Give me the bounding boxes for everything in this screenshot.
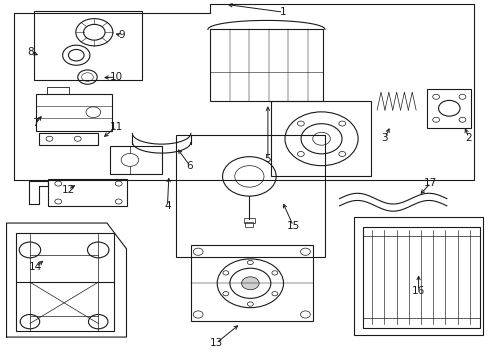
Text: 16: 16 xyxy=(411,286,425,296)
Bar xyxy=(245,222,253,226)
Text: 11: 11 xyxy=(109,122,122,132)
Bar xyxy=(36,94,112,131)
Text: 7: 7 xyxy=(32,118,39,128)
Bar xyxy=(190,245,312,320)
Bar xyxy=(353,217,483,335)
Bar xyxy=(110,146,161,174)
Text: 8: 8 xyxy=(27,47,34,57)
Text: 3: 3 xyxy=(381,133,387,143)
Circle shape xyxy=(241,277,259,290)
Bar xyxy=(16,233,114,331)
Bar xyxy=(427,89,470,128)
Text: 12: 12 xyxy=(61,185,75,195)
Text: 9: 9 xyxy=(118,31,124,40)
Text: 2: 2 xyxy=(465,133,471,143)
Bar xyxy=(34,11,142,80)
Text: 15: 15 xyxy=(286,221,299,231)
Text: 6: 6 xyxy=(186,161,193,171)
Bar xyxy=(271,101,370,176)
Bar xyxy=(210,30,322,101)
Text: 4: 4 xyxy=(164,201,170,211)
Bar xyxy=(176,135,325,257)
Bar xyxy=(243,218,255,223)
Text: 1: 1 xyxy=(280,7,286,17)
Bar xyxy=(362,226,479,328)
Bar xyxy=(48,179,127,206)
Bar xyxy=(39,133,98,145)
Text: 10: 10 xyxy=(109,72,122,82)
Text: 14: 14 xyxy=(29,262,42,272)
Text: 17: 17 xyxy=(423,178,436,188)
Text: 13: 13 xyxy=(209,338,223,348)
Text: 5: 5 xyxy=(264,154,271,164)
